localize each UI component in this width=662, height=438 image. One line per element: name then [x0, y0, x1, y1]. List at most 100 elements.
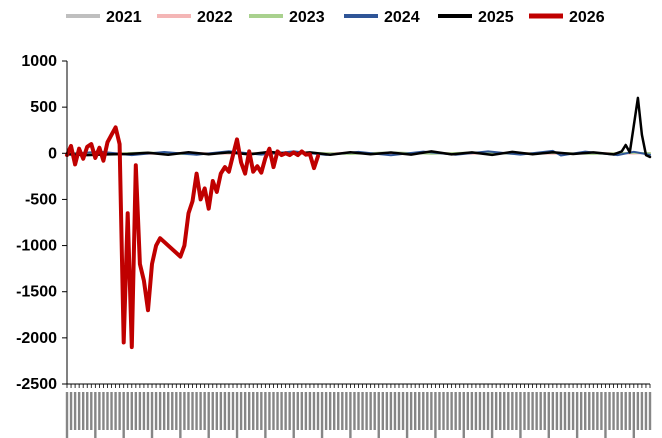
legend-label-2021: 2021: [106, 9, 142, 26]
x-tick-label: [624, 392, 627, 430]
x-tick-label: [77, 392, 81, 430]
x-tick-label: [300, 392, 304, 430]
x-tick-label: [531, 392, 534, 430]
x-axis: [65, 383, 652, 438]
x-tick-label: [243, 392, 247, 430]
x-tick-label: [418, 392, 421, 430]
x-tick-label: [470, 392, 474, 430]
x-tick-label: [426, 392, 429, 430]
y-axis: 1000 500 0 -500 -1000 -1500 -2000 -2500: [16, 53, 68, 393]
x-tick-label: [158, 392, 162, 430]
x-tick-label: [223, 392, 227, 430]
y-tick-label: -2000: [16, 330, 57, 347]
x-tick-label: [604, 392, 607, 438]
x-tick-label: [600, 392, 603, 430]
x-tick-label: [219, 392, 223, 430]
x-tick-label: [430, 392, 433, 430]
y-tick-label: 1000: [21, 53, 57, 70]
x-tick-label: [393, 392, 397, 430]
x-tick-label: [345, 392, 348, 430]
legend-label-2025: 2025: [478, 9, 514, 26]
x-tick-label: [207, 392, 210, 438]
x-tick-label: [86, 392, 89, 430]
x-tick-label: [612, 392, 615, 430]
x-tick-label: [596, 392, 599, 430]
x-tick-label: [450, 392, 453, 430]
x-tick-label: [183, 392, 186, 430]
x-tick-label: [409, 392, 413, 430]
x-tick-label: [118, 392, 121, 430]
x-tick-label: [284, 392, 287, 430]
x-tick-label: [422, 392, 425, 430]
x-tick-label: [65, 392, 69, 438]
x-tick-label: [567, 392, 571, 430]
x-tick-label: [499, 392, 502, 430]
x-tick-label: [349, 392, 352, 438]
x-tick-label: [385, 392, 389, 430]
x-tick-label: [215, 392, 218, 430]
x-tick-label: [175, 392, 178, 430]
x-tick-label: [316, 392, 320, 430]
x-tick-label: [69, 392, 73, 430]
x-tick-label: [535, 392, 538, 430]
x-tick-label: [515, 392, 518, 430]
x-tick-label: [260, 392, 263, 430]
x-tick-label: [563, 392, 567, 430]
x-tick-label: [539, 392, 542, 430]
x-tick-label: [434, 392, 437, 438]
y-tick-label: -500: [25, 191, 57, 208]
x-tick-label: [320, 392, 324, 438]
x-tick-label: [620, 392, 623, 430]
legend-label-2023: 2023: [289, 9, 325, 26]
x-tick-label: [280, 392, 283, 430]
y-tick-label: 500: [30, 99, 57, 116]
legend-label-2026: 2026: [569, 9, 605, 26]
y-tick-label: -2500: [16, 376, 57, 393]
x-tick-label: [616, 392, 619, 430]
x-tick-label: [272, 392, 275, 430]
x-tick-label: [575, 392, 579, 438]
x-tick-label: [482, 392, 486, 430]
x-tick-label: [369, 392, 372, 430]
x-tick-label: [146, 392, 150, 430]
x-tick-label: [256, 392, 259, 430]
x-tick-label: [486, 392, 490, 430]
x-tick-label: [636, 392, 640, 430]
x-tick-label: [551, 392, 555, 430]
x-tick-label: [150, 392, 154, 438]
x-tick-label: [154, 392, 158, 430]
x-tick-label: [644, 392, 648, 430]
x-tick-label: [543, 392, 546, 430]
x-tick-label: [527, 392, 530, 430]
x-tick-label: [462, 392, 465, 438]
series-line-2025: [65, 96, 652, 159]
x-tick-label: [162, 392, 166, 430]
x-tick-label: [328, 392, 332, 430]
legend-label-2022: 2022: [197, 9, 233, 26]
x-tick-label: [474, 392, 478, 430]
x-tick-label: [73, 392, 77, 430]
x-tick-label: [458, 392, 461, 430]
x-tick-label: [405, 392, 409, 438]
x-tick-label: [377, 392, 380, 438]
x-tick-label: [438, 392, 441, 430]
x-tick-label: [142, 392, 146, 430]
x-tick-label: [365, 392, 368, 430]
x-tick-label: [361, 392, 364, 430]
x-tick-label: [466, 392, 470, 430]
x-tick-label: [102, 392, 105, 430]
x-tick-label: [490, 392, 494, 438]
x-tick-label: [247, 392, 251, 430]
legend-label-2024: 2024: [384, 9, 420, 26]
x-tick-label: [235, 392, 239, 438]
x-tick-label: [308, 392, 312, 430]
x-tick-label: [252, 392, 255, 430]
x-tick-label: [134, 392, 138, 430]
x-tick-label: [110, 392, 113, 430]
x-tick-label: [413, 392, 417, 430]
x-tick-label: [628, 392, 631, 430]
x-tick-label: [231, 392, 235, 430]
x-tick-label: [640, 392, 644, 430]
x-tick-label: [187, 392, 190, 430]
x-tick-label: [588, 392, 591, 430]
